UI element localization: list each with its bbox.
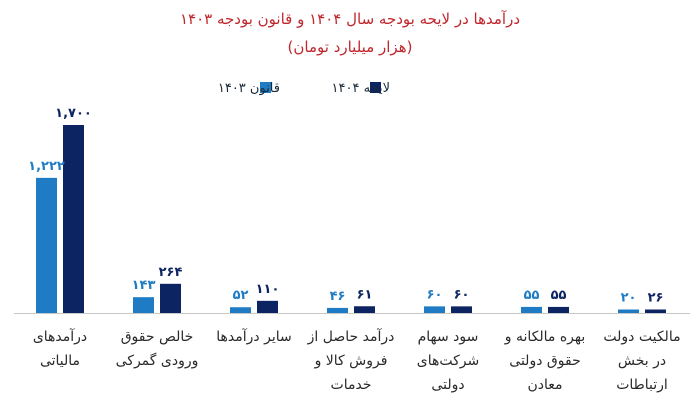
category-label: خالص حقوق [121,329,194,345]
bars [36,125,666,313]
category-label: دولتی [431,377,464,393]
value-label: ۱,۷۰۰ [55,106,92,121]
category-label: درآمد حاصل از [307,328,395,345]
category-label: خدمات [331,377,372,393]
value-label: ۶۰ [454,287,470,302]
category-label: مالکیت دولت [603,329,680,345]
bar [160,283,181,313]
category-label: در بخش [618,353,666,369]
category-labels: درآمدهای مالیاتی خالص حقوق ورودی گمرکی سایر … [33,328,681,393]
value-label: ۵۵ [551,288,567,303]
bar [548,306,569,313]
value-label: ۲۶۴ [159,265,183,280]
value-label: ۶۱ [357,287,373,302]
bar [230,307,251,313]
value-label: ۲۰ [621,291,637,306]
value-label: ۱۱۰ [256,282,280,297]
value-labels: ۱,۲۲۲ ۱۴۳ ۵۲ ۴۶ ۶۰ ۵۵ ۲۰ ۱,۷۰۰ ۲۶۴ ۱۱۰ ۶۱ ۶۰ ۵۵ ۲۶ [28,106,663,306]
bar [451,306,472,313]
bar [36,177,57,313]
category-label: بهره مالکانه و [504,329,586,345]
value-label: ۱۴۳ [132,278,156,293]
category-label: حقوق دولتی [509,353,580,369]
legend-swatch [370,82,381,93]
value-label: ۵۵ [524,288,540,303]
legend-label: لایحه ۱۴۰۴ [332,81,390,96]
bar [327,307,348,313]
value-label: ۵۲ [233,288,249,303]
value-label: ۴۶ [330,289,346,304]
category-label: درآمدهای [33,328,87,345]
legend-swatch [260,82,271,93]
category-label: ارتباطات [616,377,668,393]
category-label: معادن [527,377,562,393]
bar [645,309,666,313]
value-label: ۶۰ [427,287,443,302]
value-label: ۱,۲۲۲ [28,159,65,174]
legend-label: قانون ۱۴۰۳ [218,81,280,96]
category-label: فروش کالا و [314,353,388,369]
category-label: مالیاتی [40,353,80,369]
bar [63,125,84,313]
bar [618,309,639,313]
value-label: ۲۶ [648,291,664,306]
category-label: سود سهام [418,329,479,345]
category-label: شرکت‌های [417,353,479,369]
category-label: سایر درآمدها [216,328,291,345]
chart-legend: لایحه ۱۴۰۴ قانون ۱۴۰۳ [218,81,390,96]
chart-title: درآمدها در لایحه بودجه سال ۱۴۰۴ و قانون … [180,10,520,56]
bar [133,297,154,313]
bar [257,300,278,313]
chart-title-line: درآمدها در لایحه بودجه سال ۱۴۰۴ و قانون … [180,10,520,28]
category-label: ورودی گمرکی [116,352,199,369]
chart-title-line: (هزار میلیارد تومان) [288,38,413,56]
bar [424,306,445,313]
bar [354,306,375,313]
bar [521,306,542,313]
